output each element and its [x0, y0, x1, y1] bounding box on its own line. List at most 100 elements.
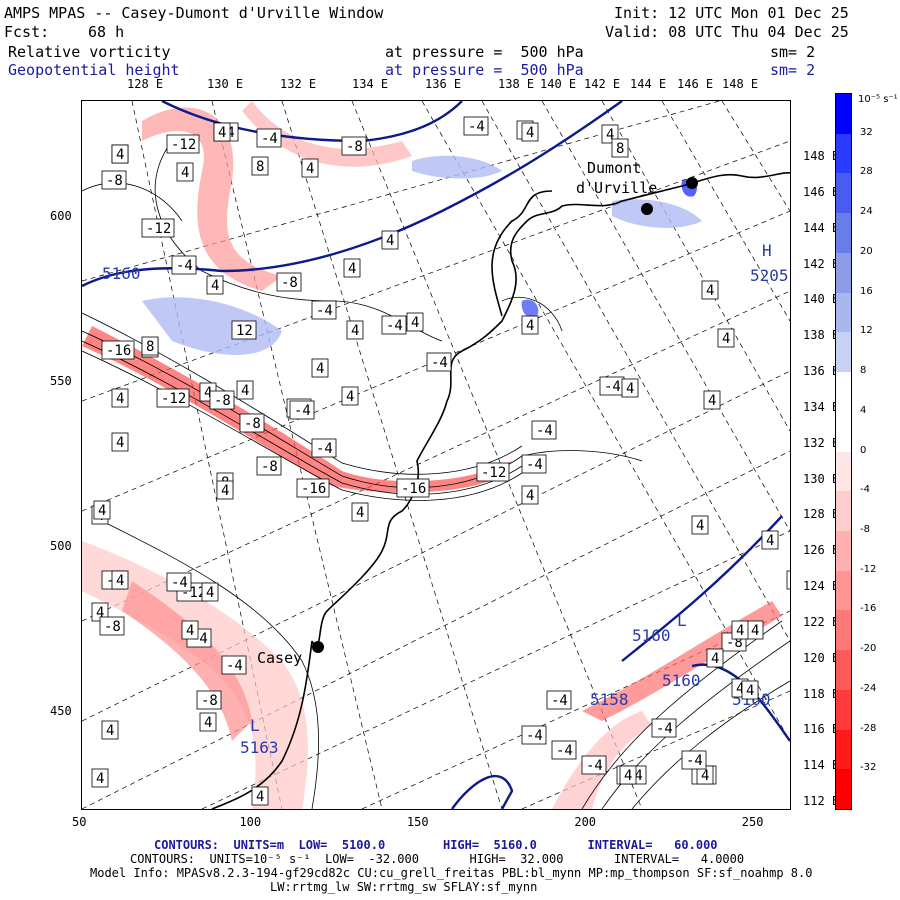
vorticity-value-label: 4 [311, 358, 329, 378]
svg-text:4: 4 [766, 533, 774, 549]
vorticity-contours [82, 140, 790, 809]
vorticity-value-label: -4 [311, 438, 337, 458]
svg-text:-8: -8 [104, 619, 121, 635]
svg-text:-8: -8 [281, 275, 298, 291]
map-canvas: Dumont d'Urville Casey 5160 5160 5160 51… [82, 101, 790, 809]
svg-text:-4: -4 [586, 758, 603, 774]
colorbar-level-label: 24 [860, 206, 873, 218]
svg-text:-4: -4 [226, 658, 243, 674]
vorticity-value-label: -8 [209, 390, 235, 410]
coastline [211, 171, 790, 809]
top-longitude-label: 128 E [127, 77, 164, 91]
height-label: 5160 [632, 626, 671, 645]
svg-text:4: 4 [186, 623, 194, 639]
colorbar-level-label: -8 [860, 523, 870, 535]
svg-text:4: 4 [411, 315, 419, 331]
vorticity-value-label: 4 [101, 720, 119, 740]
low-label: L [250, 716, 260, 735]
svg-text:-4: -4 [386, 318, 403, 334]
colorbar-segment [836, 252, 851, 294]
colorbar-level-label: 32 [860, 126, 873, 138]
vorticity-value-label: -4 [426, 352, 452, 372]
right-longitude-label: 112 E [803, 794, 840, 808]
vorticity-value-label: -8 [239, 413, 265, 433]
svg-text:4: 4 [711, 651, 719, 667]
vorticity-value-label: -12 [156, 388, 190, 408]
place-label-casey: Casey [257, 649, 302, 667]
height-label: 5163 [240, 738, 279, 757]
vorticity-value-label: 4 [111, 144, 129, 164]
colorbar-segment [836, 530, 851, 572]
svg-text:4: 4 [316, 361, 324, 377]
vorticity-value-label: 4 [761, 530, 779, 550]
dumont-secondary-marker [686, 177, 698, 189]
vorticity-value-label: 4 [216, 480, 234, 500]
svg-text:-8: -8 [214, 393, 231, 409]
place-label-dumont: Dumont [587, 159, 641, 177]
top-longitude-label: 136 E [425, 77, 462, 91]
colorbar-segment [836, 650, 851, 691]
right-longitude-label: 140 E [803, 292, 840, 307]
right-longitude-label: 148 E [803, 149, 840, 163]
colorbar-segment [836, 332, 851, 373]
right-longitude-label: 134 E [803, 399, 840, 414]
vorticity-value-label: 4 [717, 328, 735, 348]
right-longitude-label: 122 E [803, 614, 840, 629]
svg-text:12: 12 [236, 323, 253, 339]
vorticity-value-labels: -44-8-4-12-8484-4448-1244-44-8-44-44-441… [91, 116, 790, 806]
top-longitude-label: 144 E [630, 77, 667, 91]
colorbar-segment [836, 570, 851, 611]
svg-text:-8: -8 [261, 459, 278, 475]
field1-level: at pressure = 500 hPa [385, 43, 584, 61]
vorticity-value-label: -4 [289, 400, 315, 420]
colorbar-level-label: 0 [860, 444, 867, 456]
svg-text:4: 4 [701, 768, 709, 784]
svg-text:4: 4 [722, 331, 730, 347]
svg-text:4: 4 [106, 723, 114, 739]
vorticity-value-label: 4 [521, 122, 539, 142]
vorticity-value-label: 4 [199, 712, 217, 732]
x-axis-tick-label: 250 [741, 815, 764, 829]
svg-text:-4: -4 [536, 423, 553, 439]
vorticity-value-label: -4 [531, 420, 557, 440]
svg-text:-4: -4 [431, 355, 448, 371]
svg-text:-4: -4 [526, 457, 543, 473]
map-panel: Dumont d'Urville Casey 5160 5160 5160 51… [81, 100, 791, 810]
field2-level: at pressure = 500 hPa [385, 61, 584, 79]
vorticity-value-label: 4 [91, 768, 109, 788]
right-longitude-label: 136 E [803, 364, 840, 378]
colorbar-level-label: -12 [860, 563, 877, 575]
casey-station-marker [312, 641, 324, 653]
colorbar-level-label: 4 [860, 404, 867, 416]
svg-text:4: 4 [736, 681, 744, 697]
vorticity-value-label: 4 [351, 502, 369, 522]
vorticity-value-label: -12 [476, 462, 510, 482]
svg-text:-4: -4 [176, 258, 193, 274]
field2-smoothing: sm= 2 [770, 61, 816, 79]
vorticity-value-label: -4 [551, 740, 577, 760]
colorbar-segment [836, 411, 851, 452]
svg-text:4: 4 [706, 283, 714, 299]
colorbar-level-label: 8 [860, 365, 867, 377]
svg-text:-12: -12 [171, 137, 196, 153]
vorticity-value-label: -4 [171, 255, 197, 275]
vorticity-value-label: -4 [381, 315, 407, 335]
svg-text:4: 4 [746, 683, 754, 699]
vorticity-value-label: -16 [101, 340, 135, 360]
svg-text:4: 4 [204, 385, 212, 401]
vorticity-value-label: 4 [111, 388, 129, 408]
vorticity-value-label: -4 [546, 690, 572, 710]
vorticity-value-label: -4 [256, 128, 282, 148]
right-longitude-label: 128 E [803, 507, 840, 522]
vorticity-value-label: -4 [581, 755, 607, 775]
svg-text:-8: -8 [201, 693, 218, 709]
y-axis-tick-label: 450 [50, 703, 72, 718]
svg-text:4: 4 [386, 233, 394, 249]
vorticity-value-label: 4 [706, 648, 724, 668]
vorticity-value-label: 4 [521, 485, 539, 505]
height-label: 5205 [750, 266, 789, 285]
svg-text:4: 4 [116, 147, 124, 163]
vorticity-value-label: -16 [296, 478, 330, 498]
footer-model-info: Model Info: MPASv8.2.3-194-gf29cd82c CU:… [90, 866, 813, 880]
positive-vorticity-shading [142, 155, 702, 355]
